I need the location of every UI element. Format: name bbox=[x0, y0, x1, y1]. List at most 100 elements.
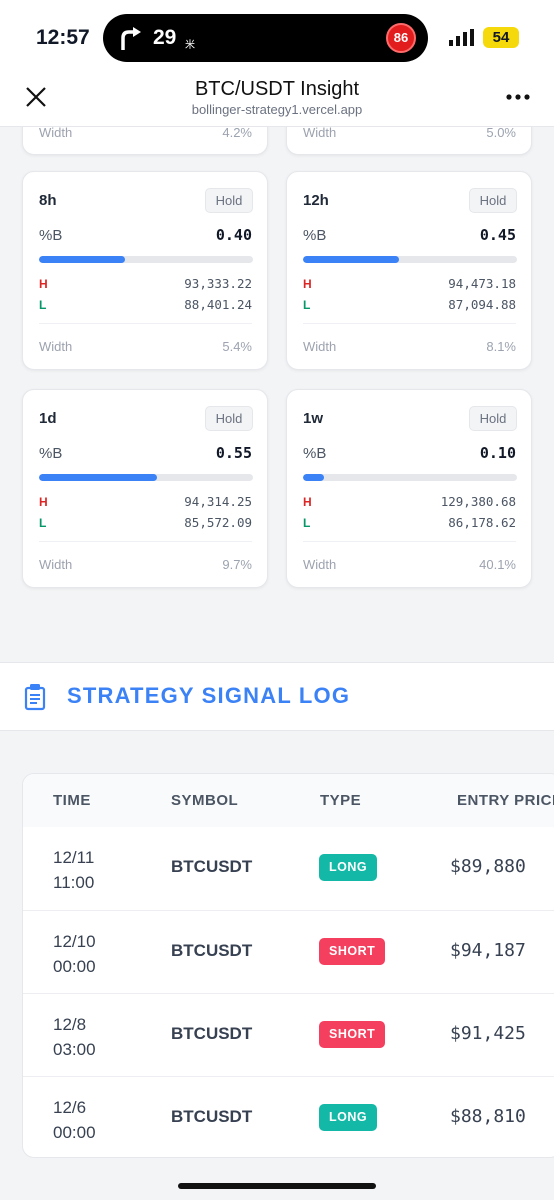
low-value: 86,178.62 bbox=[448, 515, 516, 530]
action-button[interactable]: Hold bbox=[469, 406, 517, 431]
percent-b-bar bbox=[303, 256, 400, 263]
table-header: TIME SYMBOL TYPE ENTRY PRICE bbox=[23, 774, 554, 827]
signal-row: 12/11 11:00 BTCUSDT LONG $89,880 bbox=[23, 827, 554, 910]
width-label: Width bbox=[39, 127, 73, 140]
high-value: 94,473.18 bbox=[448, 276, 516, 291]
symbol: BTCUSDT bbox=[171, 941, 253, 960]
percent-b-value: 0.55 bbox=[215, 444, 252, 462]
width-label: Width bbox=[303, 557, 337, 572]
width-label: Width bbox=[303, 127, 337, 140]
divider bbox=[303, 541, 516, 542]
time-cell: 12/10 00:00 bbox=[53, 929, 96, 979]
low-value: 85,572.09 bbox=[184, 515, 252, 530]
clock: 12:57 bbox=[36, 26, 90, 49]
speed-badge: 86 bbox=[386, 23, 416, 53]
width-label: Width bbox=[39, 557, 73, 572]
entry-price: $88,810 bbox=[450, 1106, 526, 1127]
high-value: 129,380.68 bbox=[440, 494, 516, 509]
signal-row: 12/8 03:00 BTCUSDT SHORT $91,425 bbox=[23, 993, 554, 1076]
more-button[interactable] bbox=[505, 93, 531, 101]
column-header: SYMBOL bbox=[171, 792, 239, 809]
low-value: 87,094.88 bbox=[448, 297, 516, 312]
percent-b-value: 0.45 bbox=[479, 226, 516, 244]
indicator-card: 12h Hold %B 0.45 H 94,473.18 L 87,094.88 Width 8.… bbox=[286, 171, 532, 370]
date: 12/11 bbox=[53, 848, 95, 867]
type-badge: LONG bbox=[319, 854, 378, 881]
symbol: BTCUSDT bbox=[171, 1024, 253, 1043]
low-label: L bbox=[39, 298, 47, 312]
nav-unit: 米 bbox=[185, 40, 195, 51]
indicator-card: Width 5.0% bbox=[286, 127, 532, 155]
type-badge: LONG bbox=[319, 1104, 378, 1131]
battery: 54 bbox=[483, 27, 519, 48]
entry-price: $91,425 bbox=[450, 1023, 526, 1044]
percent-b-bar bbox=[39, 474, 157, 481]
symbol: BTCUSDT bbox=[171, 1107, 253, 1126]
percent-b-track bbox=[39, 256, 253, 263]
percent-b-label: %B bbox=[303, 445, 327, 462]
high-value: 93,333.22 bbox=[184, 276, 252, 291]
high-value: 94,314.25 bbox=[184, 494, 252, 509]
dynamic-island: 29 米 86 bbox=[103, 14, 428, 62]
time: 00:00 bbox=[53, 1123, 96, 1142]
type-badge: SHORT bbox=[319, 938, 386, 965]
width-value: 4.2% bbox=[222, 127, 252, 140]
width-label: Width bbox=[39, 339, 73, 354]
section-header: STRATEGY SIGNAL LOG bbox=[0, 662, 554, 731]
high-label: H bbox=[39, 495, 48, 509]
action-button[interactable]: Hold bbox=[205, 406, 253, 431]
percent-b-track bbox=[303, 474, 517, 481]
high-label: H bbox=[303, 495, 312, 509]
interval: 1d bbox=[39, 410, 57, 427]
type-badge: SHORT bbox=[319, 1021, 386, 1048]
date: 12/10 bbox=[53, 932, 96, 951]
divider bbox=[303, 323, 516, 324]
column-header: TYPE bbox=[320, 792, 362, 809]
nav-distance: 29 bbox=[153, 26, 177, 49]
percent-b-track bbox=[303, 256, 517, 263]
indicator-card: 1w Hold %B 0.10 H 129,380.68 L 86,178.62 Width 40… bbox=[286, 389, 532, 588]
percent-b-label: %B bbox=[39, 227, 63, 244]
time-cell: 12/11 11:00 bbox=[53, 845, 94, 895]
entry-price: $94,187 bbox=[450, 940, 526, 961]
time: 11:00 bbox=[53, 873, 95, 892]
date: 12/8 bbox=[53, 1015, 87, 1034]
symbol: BTCUSDT bbox=[171, 857, 253, 876]
time: 03:00 bbox=[53, 1040, 96, 1059]
status-bar: 12:57 29 米 86 54 bbox=[0, 0, 554, 75]
indicator-card: Width 4.2% bbox=[22, 127, 268, 155]
percent-b-track bbox=[39, 474, 253, 481]
page-title: BTC/USDT Insight bbox=[194, 78, 360, 100]
section-title: STRATEGY SIGNAL LOG bbox=[67, 683, 351, 708]
date: 12/6 bbox=[53, 1098, 87, 1117]
percent-b-value: 0.40 bbox=[215, 226, 252, 244]
low-label: L bbox=[303, 298, 311, 312]
percent-b-label: %B bbox=[303, 227, 327, 244]
signal-table: TIME SYMBOL TYPE ENTRY PRICE 12/11 11:00 BTCU… bbox=[22, 773, 554, 1158]
width-value: 9.7% bbox=[222, 557, 252, 572]
turn-arrow-icon bbox=[121, 27, 141, 50]
high-label: H bbox=[303, 277, 312, 291]
divider bbox=[39, 541, 252, 542]
low-label: L bbox=[39, 516, 47, 530]
signal-row: 12/6 00:00 BTCUSDT LONG $88,810 bbox=[23, 1076, 554, 1157]
indicator-card: 1d Hold %B 0.55 H 94,314.25 L 85,572.09 Width 9.7… bbox=[22, 389, 268, 588]
page-url: bollinger-strategy1.vercel.app bbox=[191, 102, 363, 117]
action-button[interactable]: Hold bbox=[205, 188, 253, 213]
divider bbox=[39, 323, 252, 324]
width-label: Width bbox=[303, 339, 337, 354]
width-value: 8.1% bbox=[486, 339, 516, 354]
time: 00:00 bbox=[53, 957, 96, 976]
action-button[interactable]: Hold bbox=[469, 188, 517, 213]
interval: 1w bbox=[303, 410, 324, 427]
percent-b-bar bbox=[39, 256, 125, 263]
close-button[interactable] bbox=[25, 86, 47, 108]
width-value: 5.4% bbox=[222, 339, 252, 354]
percent-b-bar bbox=[303, 474, 325, 481]
time-cell: 12/6 00:00 bbox=[53, 1095, 96, 1145]
low-value: 88,401.24 bbox=[184, 297, 252, 312]
width-value: 5.0% bbox=[486, 127, 516, 140]
browser-header: BTC/USDT Insight bollinger-strategy1.ver… bbox=[0, 75, 554, 127]
signal-row: 12/10 00:00 BTCUSDT SHORT $94,187 bbox=[23, 910, 554, 993]
